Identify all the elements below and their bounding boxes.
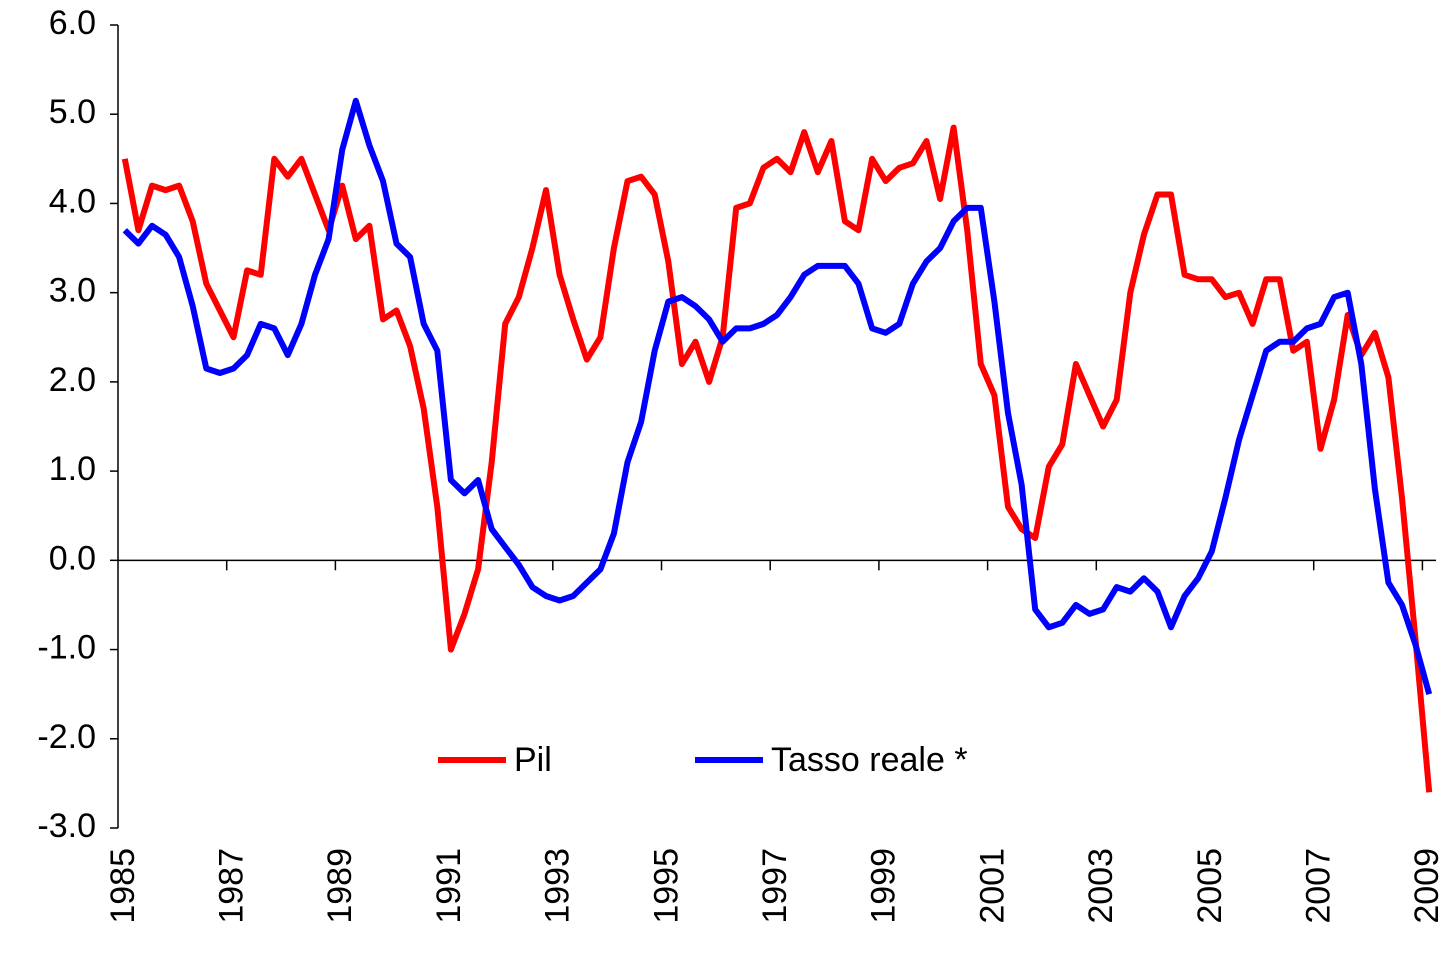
y-tick-label: -2.0 bbox=[37, 718, 96, 756]
x-tick-label: 1995 bbox=[647, 848, 685, 924]
y-tick-label: 5.0 bbox=[49, 93, 96, 131]
y-tick-label: -3.0 bbox=[37, 807, 96, 845]
y-tick-label: 3.0 bbox=[49, 272, 96, 310]
data-line bbox=[122, 97, 1433, 696]
y-tick-label: 4.0 bbox=[49, 182, 96, 220]
x-tick-label: 2001 bbox=[973, 848, 1011, 924]
x-tick-label: 1987 bbox=[212, 848, 250, 924]
y-tick-label: 1.0 bbox=[49, 450, 96, 488]
x-tick-label: 2005 bbox=[1191, 848, 1229, 924]
x-tick-label: 2003 bbox=[1082, 848, 1120, 924]
data-line bbox=[121, 124, 1433, 793]
x-tick-label: 1993 bbox=[539, 848, 577, 924]
x-tick-label: 1989 bbox=[321, 848, 359, 924]
x-tick-label: 1999 bbox=[865, 848, 903, 924]
x-tick-label: 1985 bbox=[104, 848, 142, 924]
y-tick-label: -1.0 bbox=[37, 629, 96, 667]
legend: Pil Tasso reale * bbox=[438, 741, 968, 779]
x-tick-label: 2007 bbox=[1299, 848, 1337, 924]
x-tick-label: 2009 bbox=[1408, 848, 1446, 924]
x-tick-label: 1997 bbox=[756, 848, 794, 924]
y-tick-label: 0.0 bbox=[49, 539, 96, 577]
x-tick-label: 1991 bbox=[430, 848, 468, 924]
y-tick-label: 2.0 bbox=[49, 361, 96, 399]
legend-label: Pil bbox=[514, 741, 552, 779]
legend-label: Tasso reale * bbox=[771, 741, 968, 779]
y-tick-label: 6.0 bbox=[49, 4, 96, 42]
